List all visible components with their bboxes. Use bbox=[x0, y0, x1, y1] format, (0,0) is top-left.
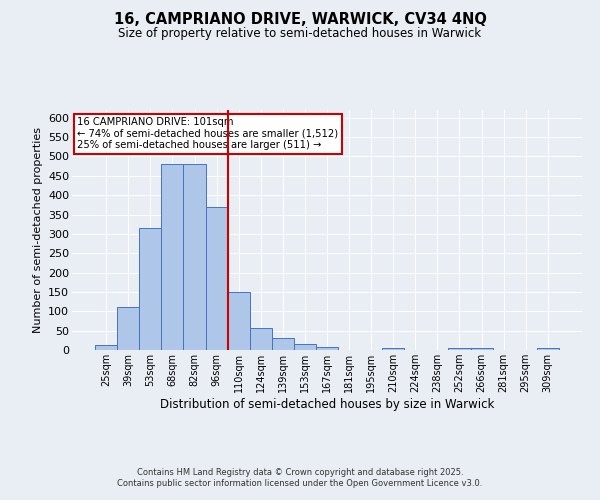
Y-axis label: Number of semi-detached properties: Number of semi-detached properties bbox=[32, 127, 43, 333]
Bar bbox=[272, 338, 294, 350]
Text: 16, CAMPRIANO DRIVE, WARWICK, CV34 4NQ: 16, CAMPRIANO DRIVE, WARWICK, CV34 4NQ bbox=[113, 12, 487, 28]
Bar bbox=[382, 348, 404, 350]
Bar bbox=[250, 328, 272, 350]
Bar bbox=[470, 348, 493, 350]
X-axis label: Distribution of semi-detached houses by size in Warwick: Distribution of semi-detached houses by … bbox=[160, 398, 494, 411]
Bar bbox=[117, 306, 139, 350]
Bar bbox=[537, 348, 559, 350]
Bar bbox=[206, 207, 227, 350]
Bar bbox=[448, 348, 470, 350]
Text: 16 CAMPRIANO DRIVE: 101sqm
← 74% of semi-detached houses are smaller (1,512)
25%: 16 CAMPRIANO DRIVE: 101sqm ← 74% of semi… bbox=[77, 117, 338, 150]
Bar bbox=[316, 346, 338, 350]
Bar bbox=[161, 164, 184, 350]
Bar bbox=[184, 164, 206, 350]
Text: Contains HM Land Registry data © Crown copyright and database right 2025.
Contai: Contains HM Land Registry data © Crown c… bbox=[118, 468, 482, 487]
Bar bbox=[294, 344, 316, 350]
Bar bbox=[139, 228, 161, 350]
Bar bbox=[227, 292, 250, 350]
Text: Size of property relative to semi-detached houses in Warwick: Size of property relative to semi-detach… bbox=[118, 28, 482, 40]
Bar bbox=[95, 345, 117, 350]
